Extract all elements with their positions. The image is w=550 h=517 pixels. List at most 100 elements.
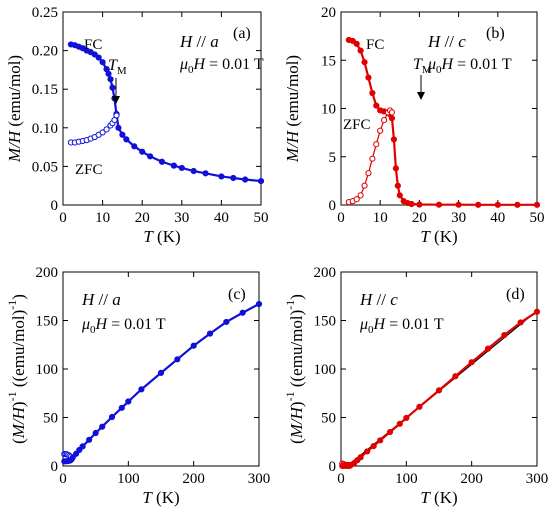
y-tick-label: 0: [329, 198, 337, 214]
field-value-label: μ0H = 0.01 T: [81, 316, 166, 336]
field-direction-label: H // c: [359, 290, 398, 309]
data-point: [107, 76, 114, 83]
data-point: [113, 112, 120, 119]
data-point: [388, 115, 396, 122]
data-point: [416, 403, 423, 410]
data-point: [370, 443, 377, 450]
x-tick-label: 100: [395, 471, 418, 487]
x-axis-label: T (K): [420, 488, 457, 507]
data-point: [475, 201, 482, 208]
zfc-label: ZFC: [75, 162, 103, 178]
data-point: [369, 89, 376, 97]
data-point: [361, 182, 368, 189]
svg-text:(M/H)-1 ((emu/mol)-1): (M/H)-1 ((emu/mol)-1): [283, 294, 306, 444]
x-tick-label: 300: [526, 471, 549, 487]
data-point: [452, 373, 459, 380]
data-point: [386, 428, 394, 436]
data-point: [369, 155, 376, 162]
svg-text:M/H (emu/mol): M/H (emu/mol): [283, 55, 302, 163]
data-point: [99, 129, 106, 136]
series-fc: [67, 41, 265, 185]
data-point: [381, 116, 388, 124]
data-point: [174, 356, 181, 363]
data-point: [157, 369, 165, 376]
tm-label: TM: [108, 57, 127, 77]
y-tick-label: 0: [51, 459, 59, 475]
data-point: [92, 429, 99, 437]
data-point: [353, 196, 360, 203]
panel-label: (c): [228, 286, 246, 303]
data-point: [373, 102, 380, 109]
x-tick-label: 30: [174, 210, 189, 226]
x-tick-label: 200: [182, 471, 205, 487]
data-point: [373, 141, 380, 148]
data-point: [365, 170, 372, 177]
data-point: [390, 136, 398, 143]
x-tick-label: 10: [95, 210, 110, 226]
y-tick-label: 0.05: [32, 159, 58, 175]
data-point: [517, 319, 524, 326]
y-tick-label: 100: [314, 362, 337, 378]
data-point: [99, 423, 106, 430]
svg-text:M/H (emu/mol): M/H (emu/mol): [5, 55, 24, 163]
y-axis-label: (M/H)-1 ((emu/mol)-1): [283, 294, 306, 444]
data-point: [435, 387, 443, 394]
data-point: [242, 176, 249, 183]
fc-label: FC: [366, 37, 384, 53]
data-point: [125, 398, 132, 405]
data-point: [396, 420, 403, 427]
data-point: [388, 109, 396, 116]
x-axis-label: T (K): [142, 488, 179, 507]
data-point: [514, 201, 521, 208]
series-fc: [61, 300, 263, 465]
x-axis-label: T (K): [143, 227, 180, 246]
x-tick-label: 30: [451, 210, 466, 226]
x-tick-label: 20: [135, 210, 150, 226]
y-tick-label: 10: [321, 102, 336, 118]
x-tick-label: 10: [373, 210, 388, 226]
y-tick-label: 0.10: [32, 121, 58, 137]
series-zfc: [67, 112, 120, 146]
data-point: [105, 70, 112, 77]
data-point: [103, 126, 110, 133]
zfc-label: ZFC: [343, 117, 371, 133]
x-tick-label: 0: [59, 210, 67, 226]
panel-a: 0 10 20 30 40 50 0 0.05 0.10 0.15 0.20 0.25 T (K) M/H…: [5, 5, 269, 246]
data-point: [72, 450, 80, 457]
y-tick-label: 0: [51, 198, 59, 214]
data-point: [119, 131, 126, 138]
data-point: [190, 167, 197, 175]
data-point: [357, 454, 364, 461]
x-tick-label: 100: [117, 471, 140, 487]
data-point: [115, 124, 122, 131]
x-tick-label: 300: [248, 471, 271, 487]
data-point: [139, 148, 146, 155]
data-point: [494, 201, 501, 208]
series-zfc: [345, 107, 396, 206]
data-point: [218, 173, 225, 180]
data-point: [108, 413, 116, 421]
data-point: [403, 414, 410, 422]
data-point: [377, 127, 384, 134]
y-tick-label: 5: [329, 150, 337, 166]
data-point: [99, 59, 106, 66]
data-point: [365, 74, 372, 81]
data-point: [396, 192, 403, 199]
data-point: [79, 443, 86, 450]
data-point: [147, 153, 154, 160]
data-point: [533, 201, 541, 208]
data-point: [178, 164, 185, 172]
data-point: [361, 59, 368, 66]
y-tick-label: 0: [329, 459, 337, 475]
data-point: [202, 170, 209, 177]
y-tick-label: 50: [43, 411, 58, 427]
y-tick-label: 200: [314, 265, 337, 281]
y-tick-label: 200: [36, 265, 59, 281]
y-axis-label: (M/H)-1 ((emu/mol)-1): [5, 294, 28, 444]
field-value-label: μ0H = 0.01 T: [359, 316, 444, 336]
fc-label: FC: [84, 37, 102, 53]
